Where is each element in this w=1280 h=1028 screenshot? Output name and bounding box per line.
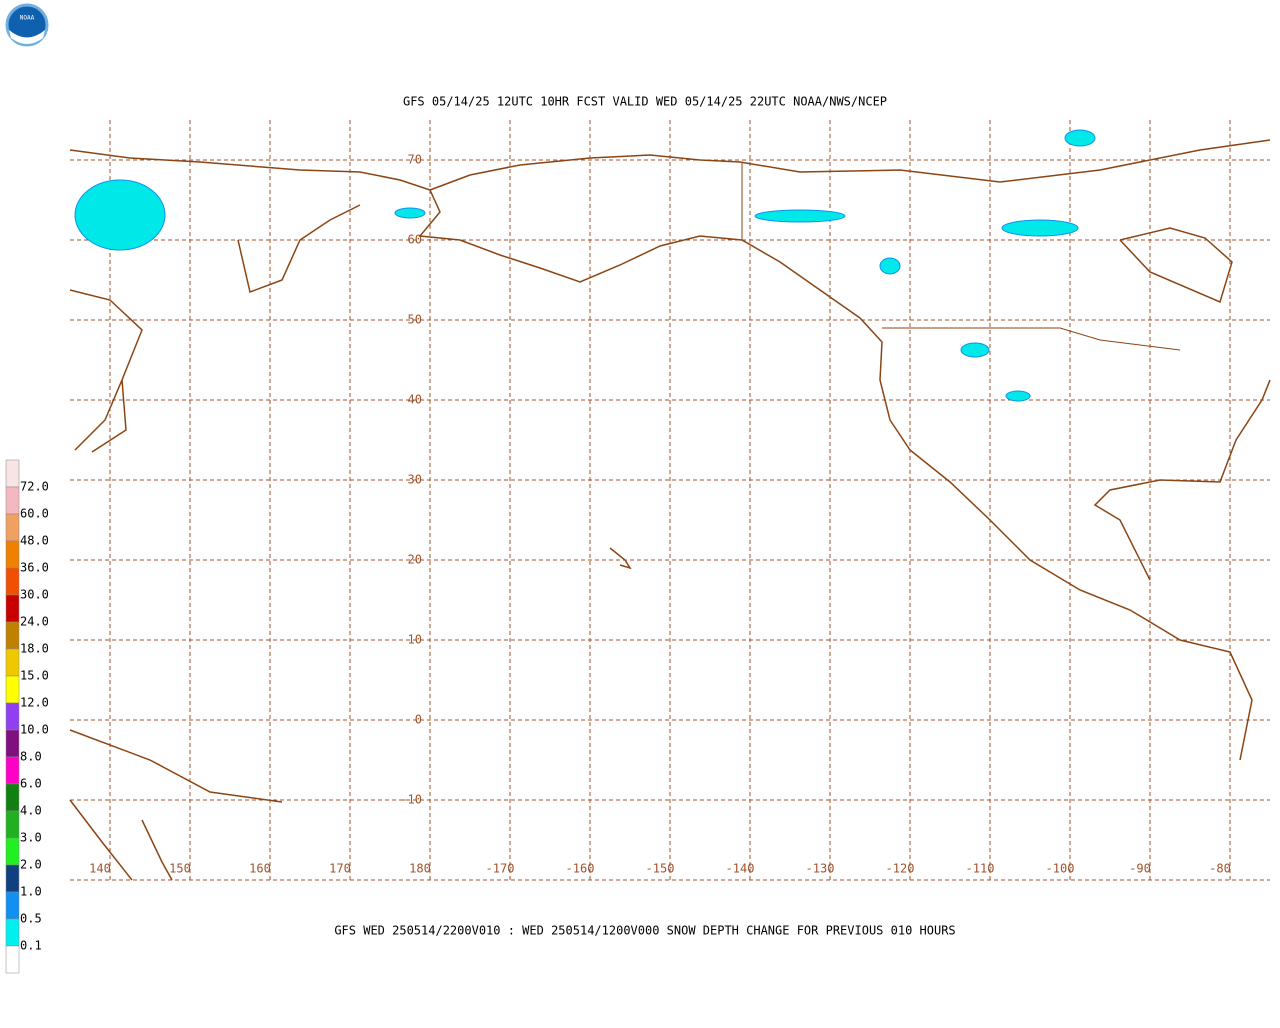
legend-label: 0.5 [20,912,42,926]
coastline [429,139,1271,191]
legend-swatch [5,837,20,866]
logo-wave [9,30,45,44]
logo-text: NOAA [20,15,35,22]
longitude-label: -130 [806,862,835,876]
legend-swatch [5,567,20,596]
legend-swatch [5,918,20,947]
latitude-label: 40 [408,393,422,407]
legend-label: 8.0 [20,750,42,764]
coastline [69,149,431,191]
legend-swatch [5,810,20,839]
legend-label: 10.0 [20,723,49,737]
longitude-label: -170 [486,862,515,876]
coastline [609,547,632,570]
longitude-label: 140 [89,862,111,876]
legend-label: 1.0 [20,885,42,899]
latitude-label: 70 [408,153,422,167]
coastline [1119,227,1233,304]
legend-label: 6.0 [20,777,42,791]
longitude-label: -80 [1209,862,1231,876]
legend-swatch [5,459,20,488]
snow-area [754,209,846,223]
snow-area [394,207,426,219]
legend-label: 30.0 [20,588,49,602]
logo-circle [5,3,49,47]
coastline [69,799,133,881]
legend-swatch [5,891,20,920]
coastline [141,819,173,881]
snow-area [1005,390,1031,402]
map-caption: GFS WED 250514/2200V010 : WED 250514/120… [334,924,955,938]
longitude-label: 160 [249,862,271,876]
longitude-label: 170 [329,862,351,876]
snow-area [960,342,990,358]
snow-area [1001,219,1079,237]
legend: 72.0 60.0 48.0 36.0 30.0 24.0 18.0 15.0 12.0 10.0… [5,459,49,974]
snow-area [74,179,166,251]
graticule: 70 60 50 40 30 20 10 0 -10 140 150 160 170 180 -170 -16… [70,120,1270,881]
legend-label: 12.0 [20,696,49,710]
longitude-label: -150 [646,862,675,876]
latitude-label: 60 [408,233,422,247]
border [882,327,1181,351]
legend-swatch [5,729,20,758]
legend-swatch [5,594,20,623]
longitude-label: -110 [966,862,995,876]
noaa-logo: NOAA [5,3,49,47]
latitude-label: 0 [415,713,422,727]
coastline [69,289,143,451]
snow-area [879,257,901,275]
coastline [91,379,127,453]
snow-areas [74,129,1096,402]
map-title: GFS 05/14/25 12UTC 10HR FCST VALID WED 0… [403,95,887,109]
legend-label: 72.0 [20,480,49,494]
coastline [237,204,361,294]
legend-label: 36.0 [20,561,49,575]
latitude-label: 10 [408,633,422,647]
latitude-label: -10 [400,793,422,807]
longitude-label: 180 [409,862,431,876]
longitude-label: -140 [726,862,755,876]
coastline [69,729,283,803]
legend-swatch [5,540,20,569]
legend-swatch [5,675,20,704]
latitude-label: 50 [408,313,422,327]
legend-label: 60.0 [20,507,49,521]
legend-swatch [5,945,20,974]
legend-swatch [5,486,20,515]
coastlines [69,139,1271,881]
coastline [1093,379,1271,581]
longitude-label: -160 [566,862,595,876]
longitude-label: -100 [1046,862,1075,876]
latitude-label: 20 [408,553,422,567]
legend-swatch [5,513,20,542]
snow-area [1064,129,1096,147]
legend-swatch [5,864,20,893]
coastline [418,189,1253,761]
legend-label: 3.0 [20,831,42,845]
longitude-label: -90 [1129,862,1151,876]
legend-label: 4.0 [20,804,42,818]
legend-swatch [5,783,20,812]
latitude-label: 30 [408,473,422,487]
longitude-label: -120 [886,862,915,876]
legend-label: 18.0 [20,642,49,656]
legend-label: 15.0 [20,669,49,683]
legend-label: 0.1 [20,939,42,953]
legend-label: 48.0 [20,534,49,548]
legend-swatch [5,648,20,677]
legend-label: 24.0 [20,615,49,629]
legend-swatch [5,621,20,650]
legend-label: 2.0 [20,858,42,872]
legend-swatch [5,702,20,731]
longitude-label: 150 [169,862,191,876]
legend-swatch [5,756,20,785]
